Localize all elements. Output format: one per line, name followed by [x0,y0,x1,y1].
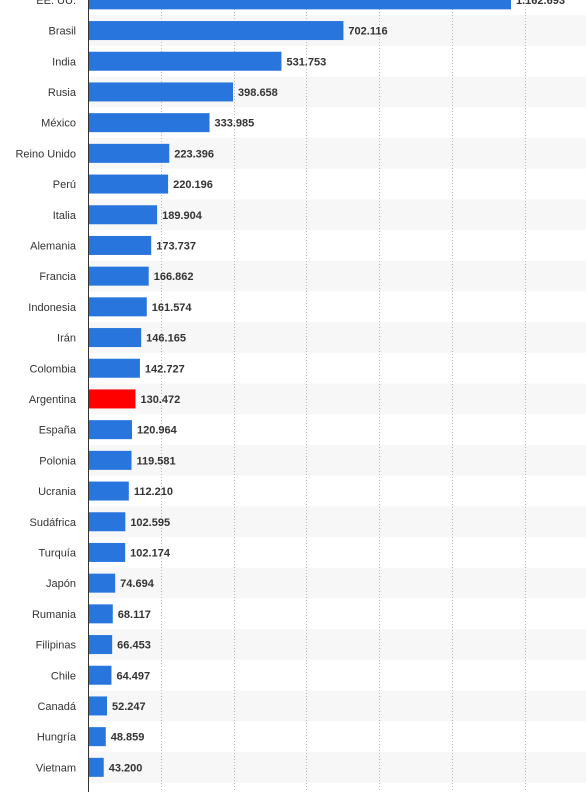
row-band [88,629,586,660]
category-label: Filipinas [36,640,77,652]
category-label: Vietnam [36,762,76,774]
category-label: Hungría [37,732,77,744]
bar-highlight [88,389,136,409]
value-label: 333.985 [215,118,255,130]
bar [88,635,113,655]
value-label: 102.595 [130,517,170,529]
row-band [88,752,586,783]
row-band [88,138,586,169]
bar [88,174,169,194]
bar [88,21,344,41]
category-label: Colombia [30,363,77,375]
category-label: Alemania [30,240,77,252]
row-band [88,322,586,353]
bar [88,727,106,747]
value-label: 220.196 [173,179,213,191]
value-label: 48.859 [111,732,145,744]
category-label: India [52,56,77,68]
bar [88,481,129,501]
row-band [88,506,586,538]
value-label: 146.165 [146,333,186,345]
bar [88,450,132,470]
value-label: 1.162.693 [516,0,565,7]
value-label: 66.453 [117,640,151,652]
value-label: 68.117 [118,609,151,621]
category-label: Brasil [48,26,76,38]
category-label: Japón [46,578,76,590]
bar [88,266,149,286]
bar [88,573,116,593]
category-label: Chile [51,670,76,682]
bar [88,420,133,440]
category-label: Indonesia [28,302,77,314]
value-label: 189.904 [162,210,203,222]
value-label: 52.247 [112,701,146,713]
value-label: 223.396 [174,148,214,160]
category-label: Argentina [29,394,77,406]
bar [88,542,126,562]
row-band [88,445,586,476]
value-label: 112.210 [134,486,173,498]
bar [88,665,112,685]
value-label: 161.574 [152,302,193,314]
category-label: Irán [57,333,76,345]
category-label: Rumania [32,609,77,621]
bar [88,143,170,163]
bar [88,358,140,378]
value-label: 142.727 [145,363,185,375]
row-band [88,260,586,292]
value-label: 64.497 [116,670,150,682]
category-label: Italia [53,210,77,222]
bar [88,82,234,102]
category-label: Reino Unido [15,148,76,160]
value-label: 102.174 [130,547,171,559]
value-label: 120.964 [137,425,178,437]
value-label: 43.200 [109,762,143,774]
row-band [88,690,586,722]
category-label: Canadá [37,701,76,713]
value-label: 74.694 [120,578,155,590]
category-label: Francia [39,271,77,283]
value-label: 173.737 [156,240,196,252]
bar [88,113,210,133]
value-label: 130.472 [140,394,180,406]
bar [88,512,126,532]
category-label: México [41,118,76,130]
bar [88,235,152,255]
category-label: Turquía [38,547,76,559]
bar [88,51,282,71]
category-label: Perú [53,179,76,191]
row-band [88,199,586,231]
value-label: 119.581 [137,455,176,467]
value-label: 702.116 [348,26,387,38]
category-label: Sudáfrica [30,517,77,529]
category-label: Rusia [48,87,77,99]
bar [88,604,113,624]
bar [88,205,158,225]
bar [88,297,147,317]
bar [88,757,104,777]
value-label: 398.658 [238,87,278,99]
bar [88,696,108,716]
category-label: Ucrania [38,486,77,498]
row-band [88,567,586,599]
value-label: 166.862 [154,271,194,283]
row-band [88,383,586,415]
bar [88,328,142,348]
bar [88,0,511,10]
category-label: Polonia [39,455,77,467]
category-label: EE. UU. [36,0,76,7]
value-label: 531.753 [286,56,326,68]
category-label: España [39,425,77,437]
